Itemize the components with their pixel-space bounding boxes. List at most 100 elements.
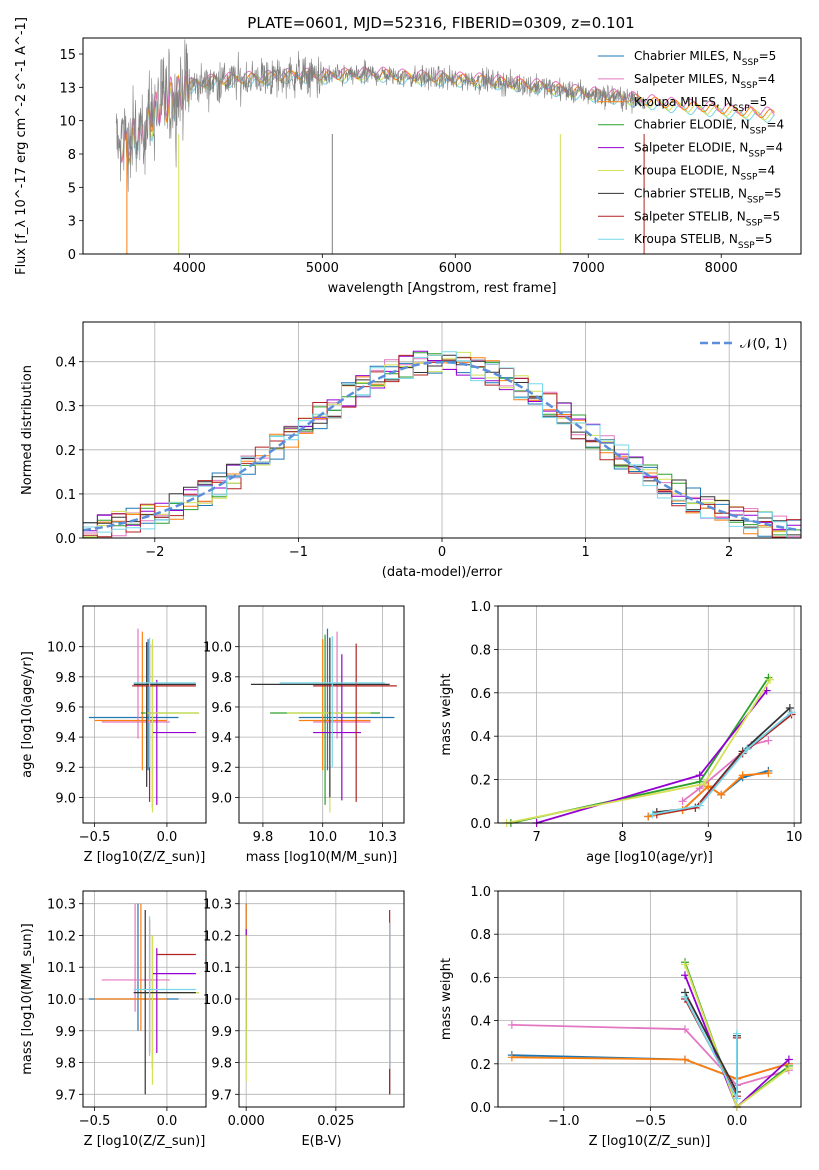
y-tick-label: 9.4 — [211, 731, 232, 746]
weight-marker — [704, 782, 713, 791]
x-tick-label: 6000 — [439, 261, 472, 276]
x-axis-label: E(B-V) — [301, 1134, 341, 1149]
y-tick-label: 9.6 — [55, 701, 76, 716]
x-tick-label: 4000 — [173, 261, 206, 276]
gaussian-curve — [82, 360, 802, 532]
y-tick-label: 9.2 — [211, 761, 232, 776]
y-tick-label: 0.0 — [55, 532, 76, 547]
y-tick-label: 0.6 — [470, 687, 491, 702]
x-tick-label: 1 — [581, 545, 589, 560]
y-tick-label: 9.7 — [55, 1088, 76, 1103]
x-tick-label: −1.0 — [548, 1114, 580, 1129]
y-tick-label: 5 — [68, 181, 76, 196]
x-tick-label: 0.0 — [727, 1114, 748, 1129]
y-tick-label: 10.0 — [203, 641, 232, 656]
weight-marker — [644, 812, 653, 821]
x-tick-label: −0.5 — [635, 1114, 667, 1129]
x-axis-label: Z [log10(Z/Z_sun)] — [84, 850, 206, 865]
weight-line — [656, 713, 793, 816]
model-line — [119, 68, 775, 163]
weight-lines — [502, 673, 796, 827]
weight-marker — [680, 1025, 689, 1034]
plot-area: 4000 5000 6000 7000 80000358101315wavelength… — [14, 17, 802, 1149]
y-tick-label: 9.6 — [211, 701, 232, 716]
y-tick-label: 0.8 — [470, 643, 491, 658]
panel-spectrum: 4000 5000 6000 7000 8000 0 3 5 8 10 13 15 wavelength… — [14, 17, 802, 296]
weight-marker — [695, 771, 704, 780]
axes-frame — [238, 890, 405, 1108]
panel-mass-vs-ebv: 0.000 0.025 9.7 9.8 9.9 10.0 10.1 10.2 10.3 E(B-V… — [203, 890, 405, 1149]
legend-label: Chabrier MILES, NSSP=5 — [634, 49, 776, 68]
x-axis-label: Z [log10(Z/Z_sun)] — [84, 1134, 206, 1149]
x-tick-label: 0 — [438, 545, 446, 560]
x-tick-label: 0.0 — [157, 1114, 178, 1129]
weight-marker — [764, 769, 773, 778]
panel-mass-vs-Z: −0.5 0.0 9.7 9.8 9.9 10.0 10.1 10.2 10.3 Z [log10… — [20, 890, 207, 1149]
y-axis-label: mass weight — [439, 958, 454, 1040]
y-tick-label: 0.1 — [55, 488, 76, 503]
y-tick-label: 10.2 — [47, 929, 76, 944]
weight-line — [511, 1024, 790, 1087]
legend-label: Kroupa MILES, NSSP=5 — [634, 95, 767, 114]
spectrum-lines — [115, 39, 775, 254]
grid-age-vs-Z — [83, 606, 206, 823]
weight-marker — [507, 1053, 516, 1062]
y-tick-label: 10.0 — [47, 641, 76, 656]
x-tick-label: 9 — [704, 830, 712, 845]
weight-marker — [695, 801, 704, 810]
errorbars — [88, 903, 199, 1095]
y-axis-label: mass [log10(M/M_sun)] — [20, 923, 35, 1075]
axes-frame — [238, 605, 405, 824]
x-tick-label: −2 — [145, 545, 164, 560]
y-tick-label: 0.4 — [470, 730, 491, 745]
errorbars — [88, 628, 199, 813]
weight-line — [511, 1056, 790, 1080]
legend-label: 𝒩(0, 1) — [740, 337, 787, 352]
y-tick-label: 9.0 — [55, 791, 76, 806]
y-tick-label: 15 — [59, 48, 76, 63]
x-tick-label: 10.3 — [368, 830, 397, 845]
axes-frame — [82, 37, 802, 255]
weight-marker — [507, 1020, 516, 1029]
y-tick-label: 10.3 — [47, 898, 76, 913]
weight-marker — [691, 803, 700, 812]
y-tick-label: 0.4 — [470, 1015, 491, 1030]
x-tick-label: 9.8 — [253, 830, 274, 845]
spectrum-legend: Chabrier MILES, NSSP=5 Salpeter MILES, NS… — [598, 49, 784, 251]
x-tick-label: 10 — [786, 830, 803, 845]
y-tick-label: 10.0 — [203, 993, 232, 1008]
weight-marker — [784, 1064, 793, 1073]
errorbars — [245, 903, 391, 1095]
y-tick-label: 0 — [68, 248, 76, 263]
y-tick-label: 0.8 — [470, 928, 491, 943]
x-tick-label: 10.0 — [308, 830, 337, 845]
axes-frame — [497, 890, 802, 1108]
histogram-step — [83, 351, 801, 539]
y-tick-label: 0.2 — [470, 1058, 491, 1073]
y-tick-label: 10.2 — [203, 929, 232, 944]
y-tick-label: 10.0 — [47, 993, 76, 1008]
y-tick-label: 9.8 — [211, 671, 232, 686]
y-tick-label: 0.3 — [55, 400, 76, 415]
x-tick-label: 8000 — [705, 261, 738, 276]
panel-weight-vs-Z: −1.0 −0.5 0.0 0.0 0.2 0.4 0.6 0.8 1.0 Z [log10(Z/… — [439, 885, 802, 1149]
x-tick-label: 0.0 — [157, 830, 178, 845]
y-tick-label: 9.8 — [55, 1057, 76, 1072]
y-tick-label: 9.8 — [55, 671, 76, 686]
weight-marker — [678, 797, 687, 806]
y-axis-label: Flux [f_λ 10^-17 erg cm^-2 s^-1 A^-1] — [14, 17, 29, 275]
y-tick-label: 1.0 — [470, 885, 491, 900]
x-tick-label: −0.5 — [79, 830, 111, 845]
y-tick-label: 9.2 — [55, 761, 76, 776]
weight-marker — [648, 810, 657, 819]
x-axis-label: (data-model)/error — [382, 565, 503, 580]
y-tick-label: 0.4 — [55, 356, 76, 371]
x-axis-label: wavelength [Angstrom, rest frame] — [328, 281, 557, 296]
y-axis-label: age [log10(age/yr)] — [20, 651, 35, 778]
legend-label: Kroupa STELIB, NSSP=5 — [634, 232, 772, 251]
y-axis-label: Normed distribution — [20, 365, 35, 495]
x-axis-label: age [log10(age/yr)] — [586, 850, 713, 865]
histograms — [82, 350, 802, 539]
x-tick-label: −1 — [289, 545, 308, 560]
axes-frame — [82, 321, 802, 539]
